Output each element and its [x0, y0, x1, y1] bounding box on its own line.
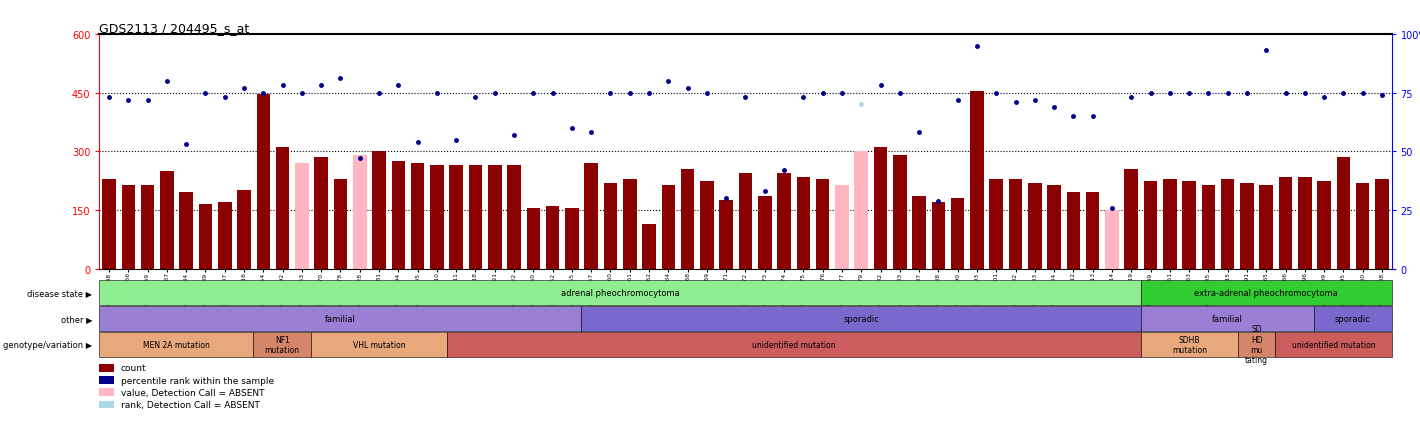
- Bar: [1318, 181, 1331, 269]
- Text: count: count: [121, 364, 146, 372]
- Bar: [1298, 177, 1312, 269]
- Bar: [160, 171, 173, 269]
- Bar: [1066, 193, 1081, 269]
- Bar: [1336, 158, 1350, 269]
- Bar: [816, 179, 829, 269]
- Bar: [1125, 169, 1137, 269]
- Bar: [1143, 181, 1157, 269]
- Bar: [855, 152, 868, 269]
- Bar: [720, 201, 733, 269]
- Bar: [585, 164, 598, 269]
- Bar: [507, 165, 521, 269]
- Bar: [835, 185, 849, 269]
- Text: GDS2113 / 204495_s_at: GDS2113 / 204495_s_at: [99, 22, 250, 35]
- Bar: [700, 181, 714, 269]
- Text: VHL mutation: VHL mutation: [352, 340, 406, 349]
- Bar: [450, 165, 463, 269]
- Bar: [777, 173, 791, 269]
- Bar: [604, 183, 618, 269]
- Bar: [912, 197, 926, 269]
- Bar: [545, 207, 559, 269]
- Bar: [102, 179, 116, 269]
- Bar: [430, 165, 443, 269]
- Bar: [179, 193, 193, 269]
- Bar: [199, 204, 212, 269]
- Bar: [873, 148, 888, 269]
- Bar: [1375, 179, 1389, 269]
- Bar: [951, 199, 964, 269]
- Bar: [662, 185, 674, 269]
- Text: SD
HD
mu
tating: SD HD mu tating: [1245, 325, 1268, 365]
- Text: SDHB
mutation: SDHB mutation: [1172, 335, 1207, 354]
- Bar: [469, 165, 483, 269]
- Bar: [410, 164, 425, 269]
- Bar: [797, 177, 809, 269]
- Bar: [893, 156, 906, 269]
- Bar: [680, 169, 694, 269]
- Bar: [738, 173, 753, 269]
- Bar: [758, 197, 771, 269]
- Text: extra-adrenal pheochromocytoma: extra-adrenal pheochromocytoma: [1194, 288, 1338, 297]
- Bar: [141, 185, 155, 269]
- Bar: [932, 203, 946, 269]
- Bar: [372, 152, 386, 269]
- Bar: [392, 161, 405, 269]
- Bar: [1048, 185, 1061, 269]
- Bar: [122, 185, 135, 269]
- Bar: [275, 148, 290, 269]
- Bar: [1028, 183, 1041, 269]
- Bar: [1201, 185, 1216, 269]
- Text: sporadic: sporadic: [1335, 314, 1370, 323]
- Bar: [1279, 177, 1292, 269]
- Bar: [1183, 181, 1196, 269]
- Bar: [1260, 185, 1272, 269]
- Text: percentile rank within the sample: percentile rank within the sample: [121, 376, 274, 385]
- Bar: [1240, 183, 1254, 269]
- Bar: [488, 165, 501, 269]
- Text: MEN 2A mutation: MEN 2A mutation: [143, 340, 210, 349]
- Bar: [990, 179, 1003, 269]
- Bar: [970, 91, 984, 269]
- Text: unidentified mutation: unidentified mutation: [1292, 340, 1375, 349]
- Text: value, Detection Call = ABSENT: value, Detection Call = ABSENT: [121, 388, 264, 397]
- Bar: [237, 191, 251, 269]
- Text: unidentified mutation: unidentified mutation: [753, 340, 836, 349]
- Bar: [565, 208, 579, 269]
- Bar: [1008, 179, 1022, 269]
- Text: NF1
mutation: NF1 mutation: [264, 335, 300, 354]
- Text: sporadic: sporadic: [843, 314, 879, 323]
- Bar: [623, 179, 636, 269]
- Bar: [1163, 179, 1177, 269]
- Text: familial: familial: [1213, 314, 1242, 323]
- Bar: [314, 158, 328, 269]
- Bar: [642, 224, 656, 269]
- Bar: [257, 95, 270, 269]
- Text: genotype/variation ▶: genotype/variation ▶: [3, 340, 92, 349]
- Bar: [295, 164, 308, 269]
- Bar: [354, 156, 366, 269]
- Bar: [219, 203, 231, 269]
- Bar: [1086, 193, 1099, 269]
- Bar: [1221, 179, 1234, 269]
- Bar: [1105, 210, 1119, 269]
- Bar: [527, 208, 540, 269]
- Text: disease state ▶: disease state ▶: [27, 288, 92, 297]
- Text: other ▶: other ▶: [61, 314, 92, 323]
- Text: adrenal pheochromocytoma: adrenal pheochromocytoma: [561, 288, 680, 297]
- Text: familial: familial: [325, 314, 356, 323]
- Bar: [1356, 183, 1369, 269]
- Text: rank, Detection Call = ABSENT: rank, Detection Call = ABSENT: [121, 400, 260, 409]
- Bar: [334, 179, 348, 269]
